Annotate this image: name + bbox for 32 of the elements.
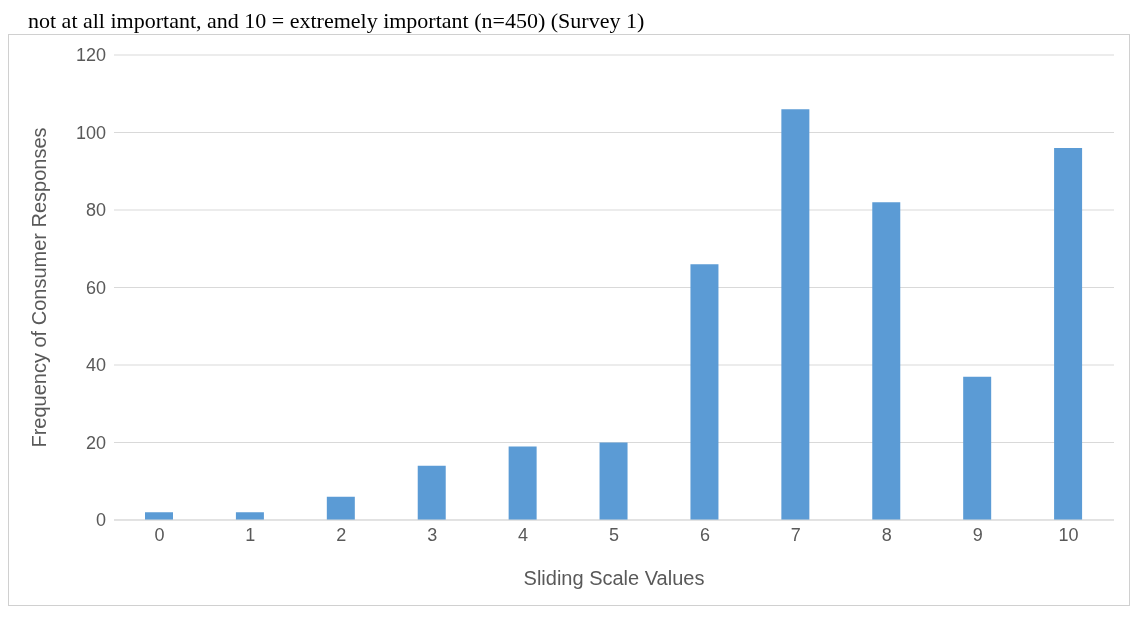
- y-tick-label: 100: [75, 122, 106, 143]
- y-tick-label: 80: [85, 200, 106, 221]
- bar: [690, 264, 719, 520]
- x-tick-label: 6: [699, 524, 710, 545]
- x-tick-label: 3: [427, 524, 438, 545]
- bar: [145, 512, 173, 520]
- y-tick-label: 120: [75, 45, 106, 66]
- y-tick-label: 0: [95, 510, 106, 531]
- chart-title: not at all important, and 10 = extremely important (n=450) (Survey 1): [27, 8, 646, 34]
- bar: [1054, 148, 1083, 520]
- x-tick-label: 2: [336, 524, 347, 545]
- x-tick-label: 1: [245, 524, 256, 545]
- y-tick-label: 40: [85, 355, 106, 376]
- x-tick-label: 0: [154, 524, 165, 545]
- bar: [326, 496, 355, 520]
- x-tick-label: 7: [790, 524, 801, 545]
- bar: [235, 512, 264, 520]
- y-tick-label: 60: [85, 277, 106, 298]
- x-tick-label: 8: [881, 524, 892, 545]
- x-tick-label: 9: [972, 524, 983, 545]
- bar: [872, 202, 901, 520]
- x-tick-label: 5: [608, 524, 620, 545]
- y-tick-label: 20: [85, 432, 106, 453]
- bar: [417, 465, 446, 520]
- x-tick-label: 10: [1058, 524, 1079, 545]
- bar: [599, 442, 628, 520]
- x-tick-label: 4: [518, 524, 529, 545]
- bar: [508, 446, 537, 520]
- y-axis-title: Frequency of Consumer Responses: [28, 127, 51, 448]
- bar: [963, 376, 992, 520]
- x-axis-title: Sliding Scale Values: [523, 567, 705, 589]
- bar: [781, 109, 810, 520]
